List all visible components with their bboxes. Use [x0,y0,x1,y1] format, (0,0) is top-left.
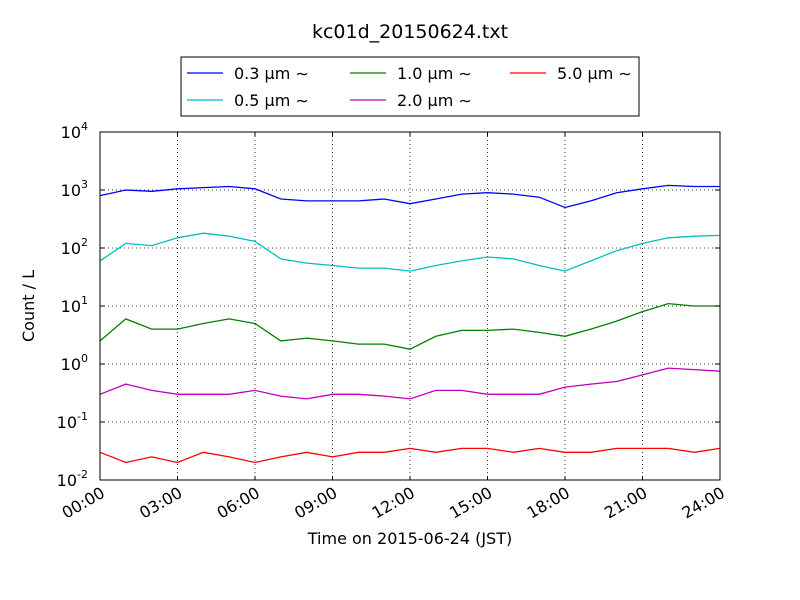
legend-label: 5.0 μm ∼ [557,64,632,83]
series-lines [99,184,721,464]
legend-label: 0.3 μm ∼ [234,64,309,83]
series-line [99,232,721,272]
y-tick-label: 101 [61,294,88,316]
y-tick-label: 10-2 [57,468,88,490]
y-tick-label: 100 [61,352,88,374]
legend-frame [180,56,640,117]
grid [100,132,720,480]
y-tick-label: 104 [61,120,88,142]
series-line [99,367,721,400]
ticks [99,131,721,481]
x-axis-label: Time on 2015-06-24 (JST) [307,529,512,548]
y-tick-label: 103 [61,178,88,200]
series-line [99,302,720,350]
y-tick-label: 10-1 [57,410,88,432]
legend-label: 2.0 μm ∼ [397,91,472,110]
series-line [99,447,721,464]
y-tick-label: 102 [61,236,88,258]
chart-title: kc01d_20150624.txt [312,21,508,43]
y-tick-labels: 10-2 10-1 100 101 102 103 104 [57,120,88,490]
legend-label: 0.5 μm ∼ [234,91,309,110]
legend: 0.3 μm ∼ 0.5 μm ∼ 1.0 μm ∼ 2.0 μm ∼ 5.0 μm ∼ [180,56,640,117]
legend-label: 1.0 μm ∼ [397,64,472,83]
y-axis-label: Count / L [19,270,38,342]
series-line [99,184,720,209]
